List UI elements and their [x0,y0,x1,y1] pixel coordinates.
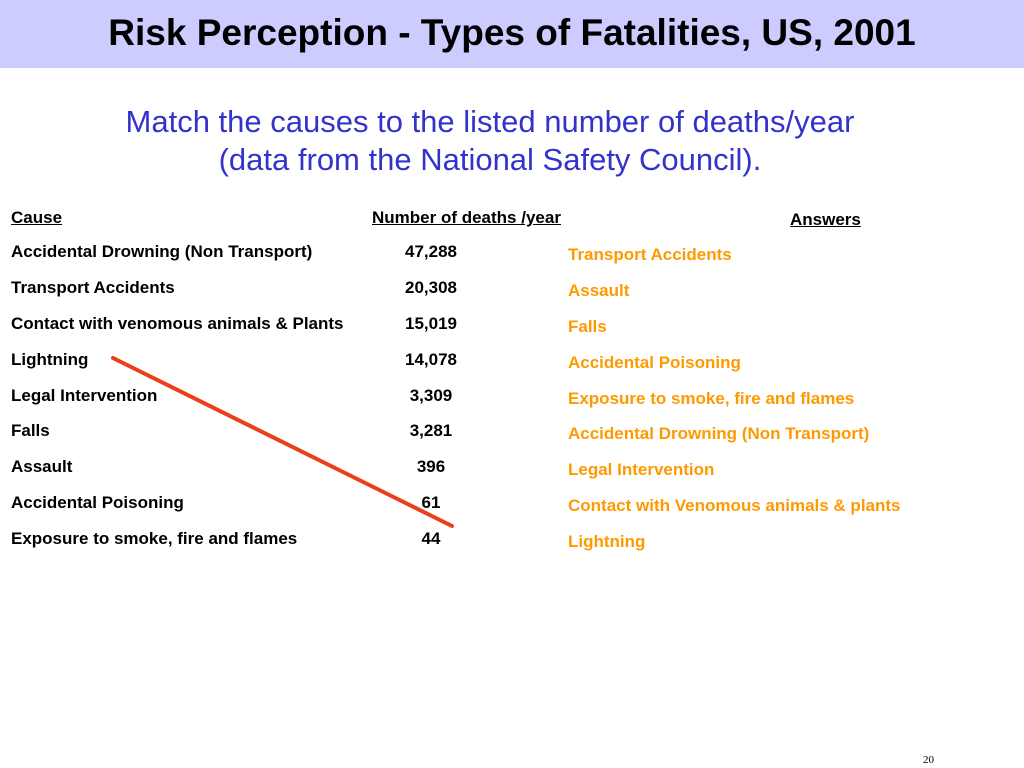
answer-item: Contact with Venomous animals & plants [568,496,901,516]
deaths-cell: 44 [421,529,441,549]
cause-cell: Exposure to smoke, fire and flames [11,529,298,549]
deaths-cell: 20,308 [405,277,457,297]
cause-cell: Accidental Poisoning [11,493,184,513]
deaths-cell: 61 [421,493,441,513]
deaths-cell: 47,288 [405,242,457,261]
table-row: Contact with venomous animals & Plants 1… [11,314,531,350]
deaths-cell: 14,078 [405,349,457,369]
answers-header: Answers [790,210,861,229]
answer-item: Accidental Poisoning [568,352,741,372]
cause-cell: Accidental Drowning (Non Transport) [11,242,313,261]
slide-title: Risk Perception - Types of Fatalities, U… [108,12,916,53]
cause-cell: Lightning [11,349,89,369]
slide-subtitle: Match the causes to the listed number of… [0,103,980,179]
answer-item: Lightning [568,532,646,552]
answer-item: Exposure to smoke, fire and flames [568,388,855,408]
answer-item: Falls [568,316,607,336]
deaths-column-header: Number of deaths /year [372,208,561,227]
cause-cell: Legal Intervention [11,385,158,405]
subtitle-line-2: (data from the National Safety Council). [218,142,762,177]
deaths-cell: 3,309 [409,385,453,405]
fatality-table: Accidental Drowning (Non Transport) 47,2… [11,242,531,565]
cause-column-header: Cause [11,208,63,227]
cause-cell: Falls [11,421,50,441]
table-row: Lightning 14,078 [11,350,531,386]
subtitle-line-1: Match the causes to the listed number of… [125,104,855,139]
answer-item: Accidental Drowning (Non Transport) [568,424,870,444]
cause-cell: Transport Accidents [11,277,175,297]
table-row: Accidental Poisoning 61 [11,493,531,529]
answers-list: Transport Accidents Assault Falls Accide… [568,245,1008,568]
deaths-cell: 15,019 [405,313,457,333]
page-number: 20 [923,754,934,766]
answer-item: Transport Accidents [568,245,732,264]
cause-cell: Assault [11,457,73,477]
table-row: Accidental Drowning (Non Transport) 47,2… [11,242,531,278]
deaths-cell: 3,281 [409,421,453,441]
title-bar [0,0,1024,68]
table-row: Transport Accidents 20,308 [11,278,531,314]
table-row: Exposure to smoke, fire and flames 44 [11,529,531,565]
table-row: Assault 396 [11,457,531,493]
table-row: Falls 3,281 [11,421,531,457]
answer-item: Legal Intervention [568,460,715,480]
table-row: Legal Intervention 3,309 [11,386,531,422]
cause-cell: Contact with venomous animals & Plants [11,313,344,333]
deaths-cell: 396 [416,457,446,477]
answer-item: Assault [568,280,630,300]
